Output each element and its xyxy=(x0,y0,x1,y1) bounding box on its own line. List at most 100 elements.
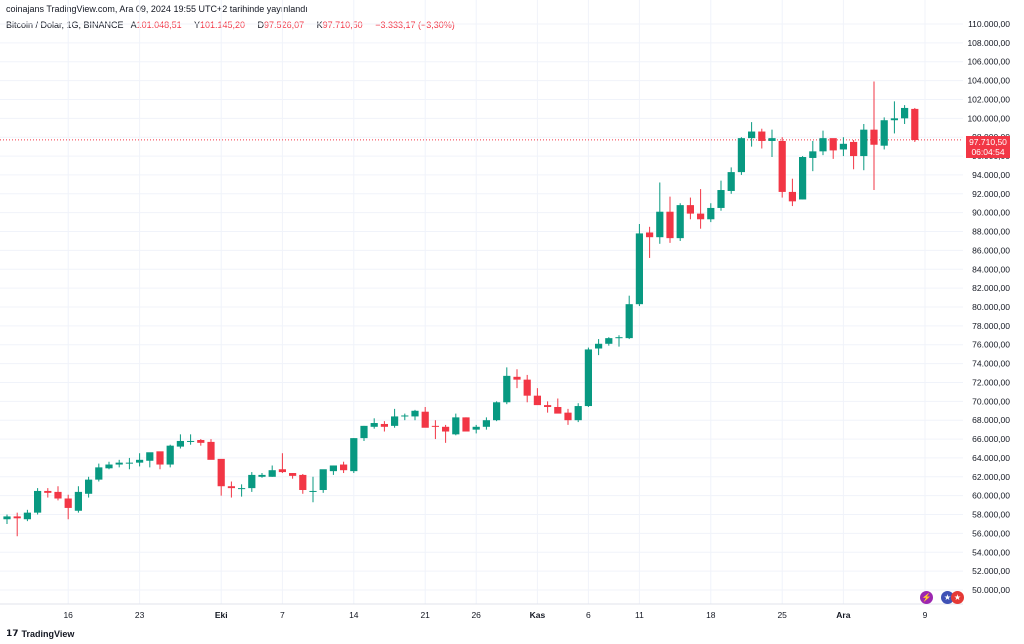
candle-body-up xyxy=(901,107,909,119)
candle-body-down xyxy=(666,211,674,239)
price-tick-label: 90.000,00 xyxy=(972,208,1010,218)
candle-body-down xyxy=(13,516,21,519)
candle-body-down xyxy=(870,129,878,145)
price-tick-label: 110.000,00 xyxy=(968,19,1010,29)
price-tick-label: 106.000,00 xyxy=(967,57,1010,67)
price-tick-label: 86.000,00 xyxy=(972,245,1010,255)
candle-body-up xyxy=(676,205,684,239)
close-value: K97.710,50 xyxy=(317,20,368,30)
price-tick-label: 76.000,00 xyxy=(972,340,1010,350)
candle-body-down xyxy=(850,141,858,157)
candle-body-down xyxy=(54,491,62,499)
bar-countdown: 06:04:54 xyxy=(971,147,1005,157)
candle-body-up xyxy=(809,151,817,158)
candle-body-up xyxy=(727,172,735,191)
candle-body-up xyxy=(860,129,868,157)
candle-body-up xyxy=(136,459,144,463)
price-tick-label: 92.000,00 xyxy=(972,189,1010,199)
time-tick-label: Kas xyxy=(530,610,546,620)
candle-body-up xyxy=(95,467,103,480)
candle-body-up xyxy=(707,207,715,220)
us-flag-icon[interactable]: ★ xyxy=(951,591,964,604)
candle-body-up xyxy=(34,490,42,513)
candle-body-down xyxy=(207,441,215,460)
low-number: 97.526,07 xyxy=(264,20,305,30)
price-tick-label: 64.000,00 xyxy=(972,453,1010,463)
candle-body-up xyxy=(105,464,113,469)
candle-body-down xyxy=(788,191,796,202)
candle-body-down xyxy=(156,451,164,465)
change-value: −3.333,17 (−3,30%) xyxy=(375,20,455,30)
price-tick-label: 50.000,00 xyxy=(972,585,1010,595)
price-tick-label: 80.000,00 xyxy=(972,302,1010,312)
time-tick-label: 14 xyxy=(349,610,359,620)
time-tick-label: 18 xyxy=(706,610,716,620)
open-label: A xyxy=(130,20,137,30)
candle-body-down xyxy=(431,425,439,427)
candle-body-down xyxy=(380,423,388,427)
time-tick-label: 7 xyxy=(280,610,285,620)
price-axis: 110.000,00 108.000,00 106.000,00 104.000,00… xyxy=(967,19,1010,595)
candle-body-up xyxy=(319,469,327,491)
candle-body-down xyxy=(554,406,562,414)
symbol-label: Bitcoin / Dolar, 1G, BINANCE xyxy=(6,20,124,30)
candle-body-up xyxy=(309,490,317,492)
lightning-icon[interactable]: ⚡ xyxy=(920,591,933,604)
high-label: Y xyxy=(193,20,200,30)
candle-body-down xyxy=(227,486,235,489)
price-tick-label: 108.000,00 xyxy=(967,38,1010,48)
candle-body-down xyxy=(544,405,552,407)
candle-body-up xyxy=(74,491,82,511)
price-tick-label: 54.000,00 xyxy=(972,547,1010,557)
price-tick-label: 56.000,00 xyxy=(972,528,1010,538)
candle-body-up xyxy=(799,157,807,200)
candle-body-down xyxy=(829,138,837,151)
price-tick-label: 78.000,00 xyxy=(972,321,1010,331)
price-tick-label: 74.000,00 xyxy=(972,359,1010,369)
candle-body-up xyxy=(493,402,501,421)
candle-body-up xyxy=(115,462,123,465)
price-tick-label: 66.000,00 xyxy=(972,434,1010,444)
candle-body-up xyxy=(890,118,898,121)
candle-body-up xyxy=(187,440,195,442)
price-tick-label: 60.000,00 xyxy=(972,491,1010,501)
candle-body-up xyxy=(401,415,409,417)
candle-body-up xyxy=(880,120,888,146)
candle-body-down xyxy=(911,108,919,141)
price-tick-label: 82.000,00 xyxy=(972,283,1010,293)
candle-body-up xyxy=(768,138,776,141)
candle-body-up xyxy=(329,465,337,472)
price-tick-label: 88.000,00 xyxy=(972,227,1010,237)
tradingview-brand: TradingView xyxy=(21,628,75,639)
time-tick-label: Eki xyxy=(215,610,228,620)
candle-body-up xyxy=(584,349,592,407)
time-tick-label: 11 xyxy=(635,610,644,620)
tradingview-logo[interactable]: 𝟭𝟳 TradingView xyxy=(6,628,74,639)
candles xyxy=(3,81,919,537)
candle-body-up xyxy=(166,445,174,465)
candle-body-up xyxy=(605,338,613,344)
us-flag-icon[interactable]: ★ xyxy=(941,591,954,604)
price-tick-label: 84.000,00 xyxy=(972,264,1010,274)
price-tick-label: 52.000,00 xyxy=(972,566,1010,576)
candle-body-up xyxy=(482,420,490,427)
candle-body-down xyxy=(64,498,72,508)
candle-body-down xyxy=(758,131,766,141)
candle-body-up xyxy=(452,417,460,435)
price-tick-label: 68.000,00 xyxy=(972,415,1010,425)
candle-body-up xyxy=(23,512,31,520)
price-tick-label: 70.000,00 xyxy=(972,396,1010,406)
candle-body-down xyxy=(340,464,348,471)
high-number: 101.145,20 xyxy=(199,20,246,30)
ohlc-legend: Bitcoin / Dolar, 1G, BINANCE A101.048,51… xyxy=(6,20,460,30)
high-value: Y101.145,20 xyxy=(194,20,250,30)
price-tick-label: 100.000,00 xyxy=(967,113,1010,123)
candle-body-up xyxy=(360,425,368,439)
candle-body-up xyxy=(656,211,664,238)
published-caption: coinajans TradingView.com, Ara 09, 2024 … xyxy=(6,4,308,14)
close-number: 97.710,50 xyxy=(322,20,363,30)
time-tick-label: 21 xyxy=(420,610,430,620)
time-axis: 16 23 Eki 7 14 21 26 Kas 6 11 18 25 Ara 9 xyxy=(63,610,927,620)
candle-body-up xyxy=(574,406,582,421)
